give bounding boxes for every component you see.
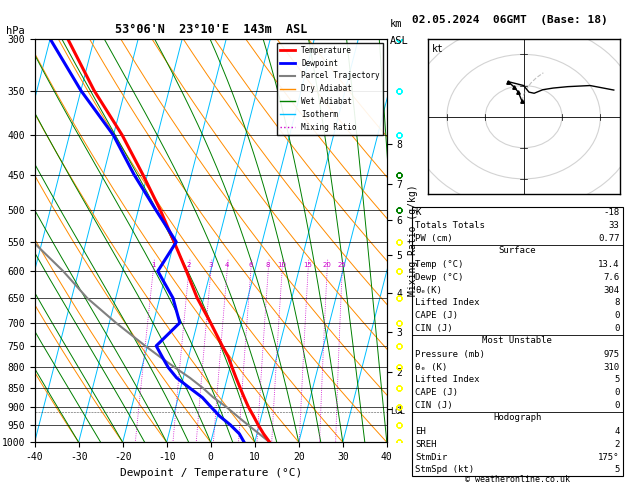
Text: Most Unstable: Most Unstable: [482, 336, 552, 345]
Text: 4: 4: [614, 427, 620, 436]
Text: StmDir: StmDir: [415, 452, 447, 462]
Text: 6: 6: [248, 262, 253, 268]
Text: -18: -18: [603, 208, 620, 217]
Text: PW (cm): PW (cm): [415, 234, 453, 243]
Text: Hodograph: Hodograph: [493, 413, 542, 422]
Text: Temp (°C): Temp (°C): [415, 260, 464, 269]
Text: CIN (J): CIN (J): [415, 401, 453, 410]
Text: 13.4: 13.4: [598, 260, 620, 269]
Text: 1: 1: [151, 262, 155, 268]
Text: Lifted Index: Lifted Index: [415, 376, 480, 384]
Text: Totals Totals: Totals Totals: [415, 221, 485, 230]
Text: 25: 25: [338, 262, 347, 268]
Title: 53°06'N  23°10'E  143m  ASL: 53°06'N 23°10'E 143m ASL: [114, 23, 307, 36]
Text: K: K: [415, 208, 421, 217]
Text: StmSpd (kt): StmSpd (kt): [415, 466, 474, 474]
Bar: [412, 207, 623, 476]
Text: 304: 304: [603, 286, 620, 295]
Text: 8: 8: [266, 262, 270, 268]
Legend: Temperature, Dewpoint, Parcel Trajectory, Dry Adiabat, Wet Adiabat, Isotherm, Mi: Temperature, Dewpoint, Parcel Trajectory…: [277, 43, 383, 135]
Text: θₑ(K): θₑ(K): [415, 286, 442, 295]
Text: EH: EH: [415, 427, 426, 436]
Text: 7.6: 7.6: [603, 273, 620, 282]
Text: 20: 20: [323, 262, 331, 268]
Text: 4: 4: [225, 262, 230, 268]
Text: 5: 5: [614, 466, 620, 474]
Text: © weatheronline.co.uk: © weatheronline.co.uk: [465, 474, 570, 484]
Text: 310: 310: [603, 363, 620, 372]
Text: 0: 0: [614, 401, 620, 410]
Text: 2: 2: [187, 262, 191, 268]
Text: 10: 10: [277, 262, 287, 268]
Text: km: km: [390, 19, 403, 29]
Text: 2: 2: [614, 440, 620, 449]
Text: Lifted Index: Lifted Index: [415, 298, 480, 307]
Text: ASL: ASL: [390, 36, 409, 47]
Text: 8: 8: [614, 298, 620, 307]
Text: SREH: SREH: [415, 440, 437, 449]
Text: 3: 3: [209, 262, 213, 268]
Text: 15: 15: [304, 262, 313, 268]
Text: 0: 0: [614, 311, 620, 320]
Text: CIN (J): CIN (J): [415, 324, 453, 333]
Text: 5: 5: [614, 376, 620, 384]
Text: 02.05.2024  06GMT  (Base: 18): 02.05.2024 06GMT (Base: 18): [412, 15, 608, 25]
Text: CAPE (J): CAPE (J): [415, 311, 458, 320]
Text: hPa: hPa: [6, 26, 25, 36]
Text: θₑ (K): θₑ (K): [415, 363, 447, 372]
Text: 0.77: 0.77: [598, 234, 620, 243]
Y-axis label: Mixing Ratio (g/kg): Mixing Ratio (g/kg): [408, 185, 418, 296]
Text: 0: 0: [614, 388, 620, 397]
Text: LCL: LCL: [391, 407, 405, 417]
Text: kt: kt: [431, 44, 443, 53]
Text: Dewp (°C): Dewp (°C): [415, 273, 464, 282]
Text: Pressure (mb): Pressure (mb): [415, 350, 485, 359]
Text: 975: 975: [603, 350, 620, 359]
Text: 33: 33: [609, 221, 620, 230]
X-axis label: Dewpoint / Temperature (°C): Dewpoint / Temperature (°C): [120, 468, 302, 478]
Text: Surface: Surface: [499, 246, 536, 255]
Text: 0: 0: [614, 324, 620, 333]
Text: 175°: 175°: [598, 452, 620, 462]
Text: CAPE (J): CAPE (J): [415, 388, 458, 397]
